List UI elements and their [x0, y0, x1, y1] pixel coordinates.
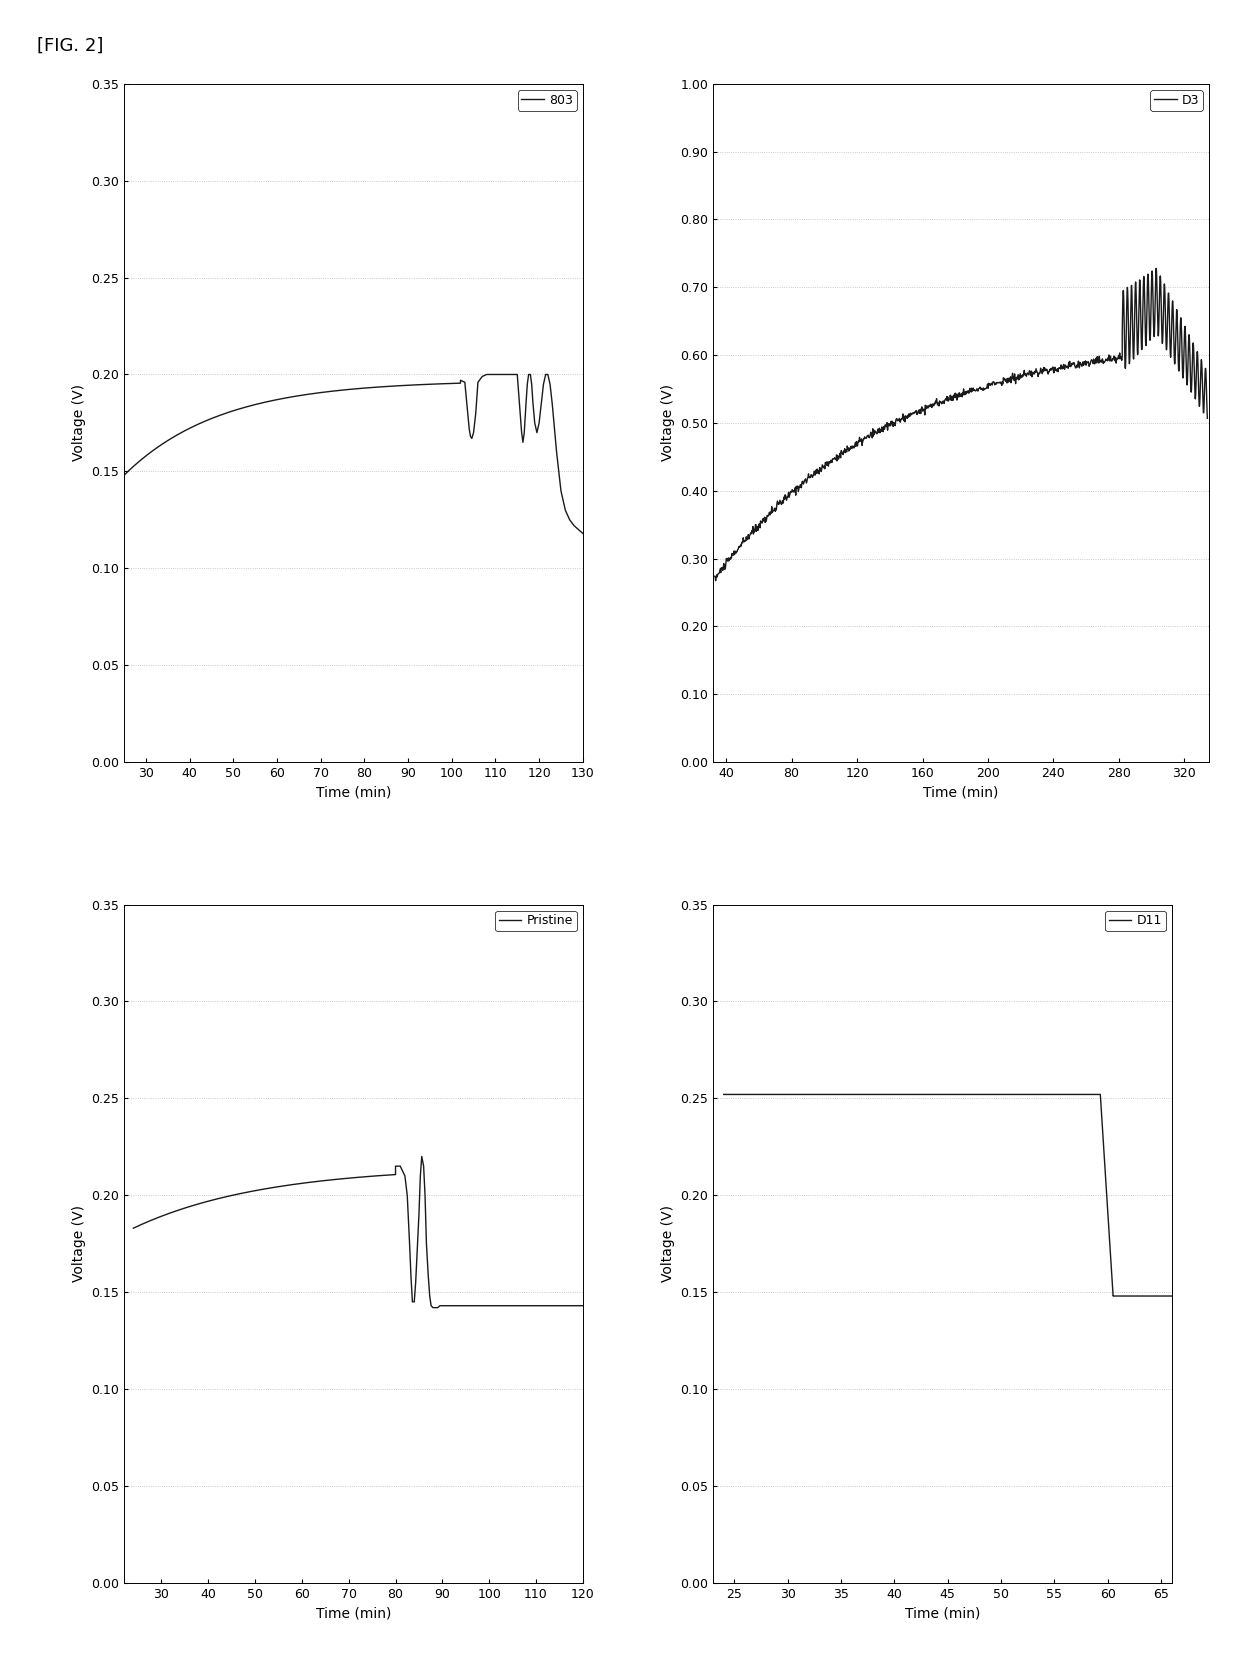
Legend: D11: D11: [1105, 911, 1166, 931]
Legend: 803: 803: [517, 90, 577, 111]
X-axis label: Time (min): Time (min): [924, 786, 998, 799]
Y-axis label: Voltage (V): Voltage (V): [661, 1206, 675, 1281]
X-axis label: Time (min): Time (min): [316, 1606, 391, 1620]
Legend: Pristine: Pristine: [495, 911, 577, 931]
Y-axis label: Voltage (V): Voltage (V): [72, 1206, 86, 1281]
Y-axis label: Voltage (V): Voltage (V): [72, 385, 86, 461]
Y-axis label: Voltage (V): Voltage (V): [661, 385, 675, 461]
Legend: D3: D3: [1151, 90, 1203, 111]
Text: [FIG. 2]: [FIG. 2]: [37, 37, 104, 55]
X-axis label: Time (min): Time (min): [316, 786, 391, 799]
X-axis label: Time (min): Time (min): [905, 1606, 980, 1620]
